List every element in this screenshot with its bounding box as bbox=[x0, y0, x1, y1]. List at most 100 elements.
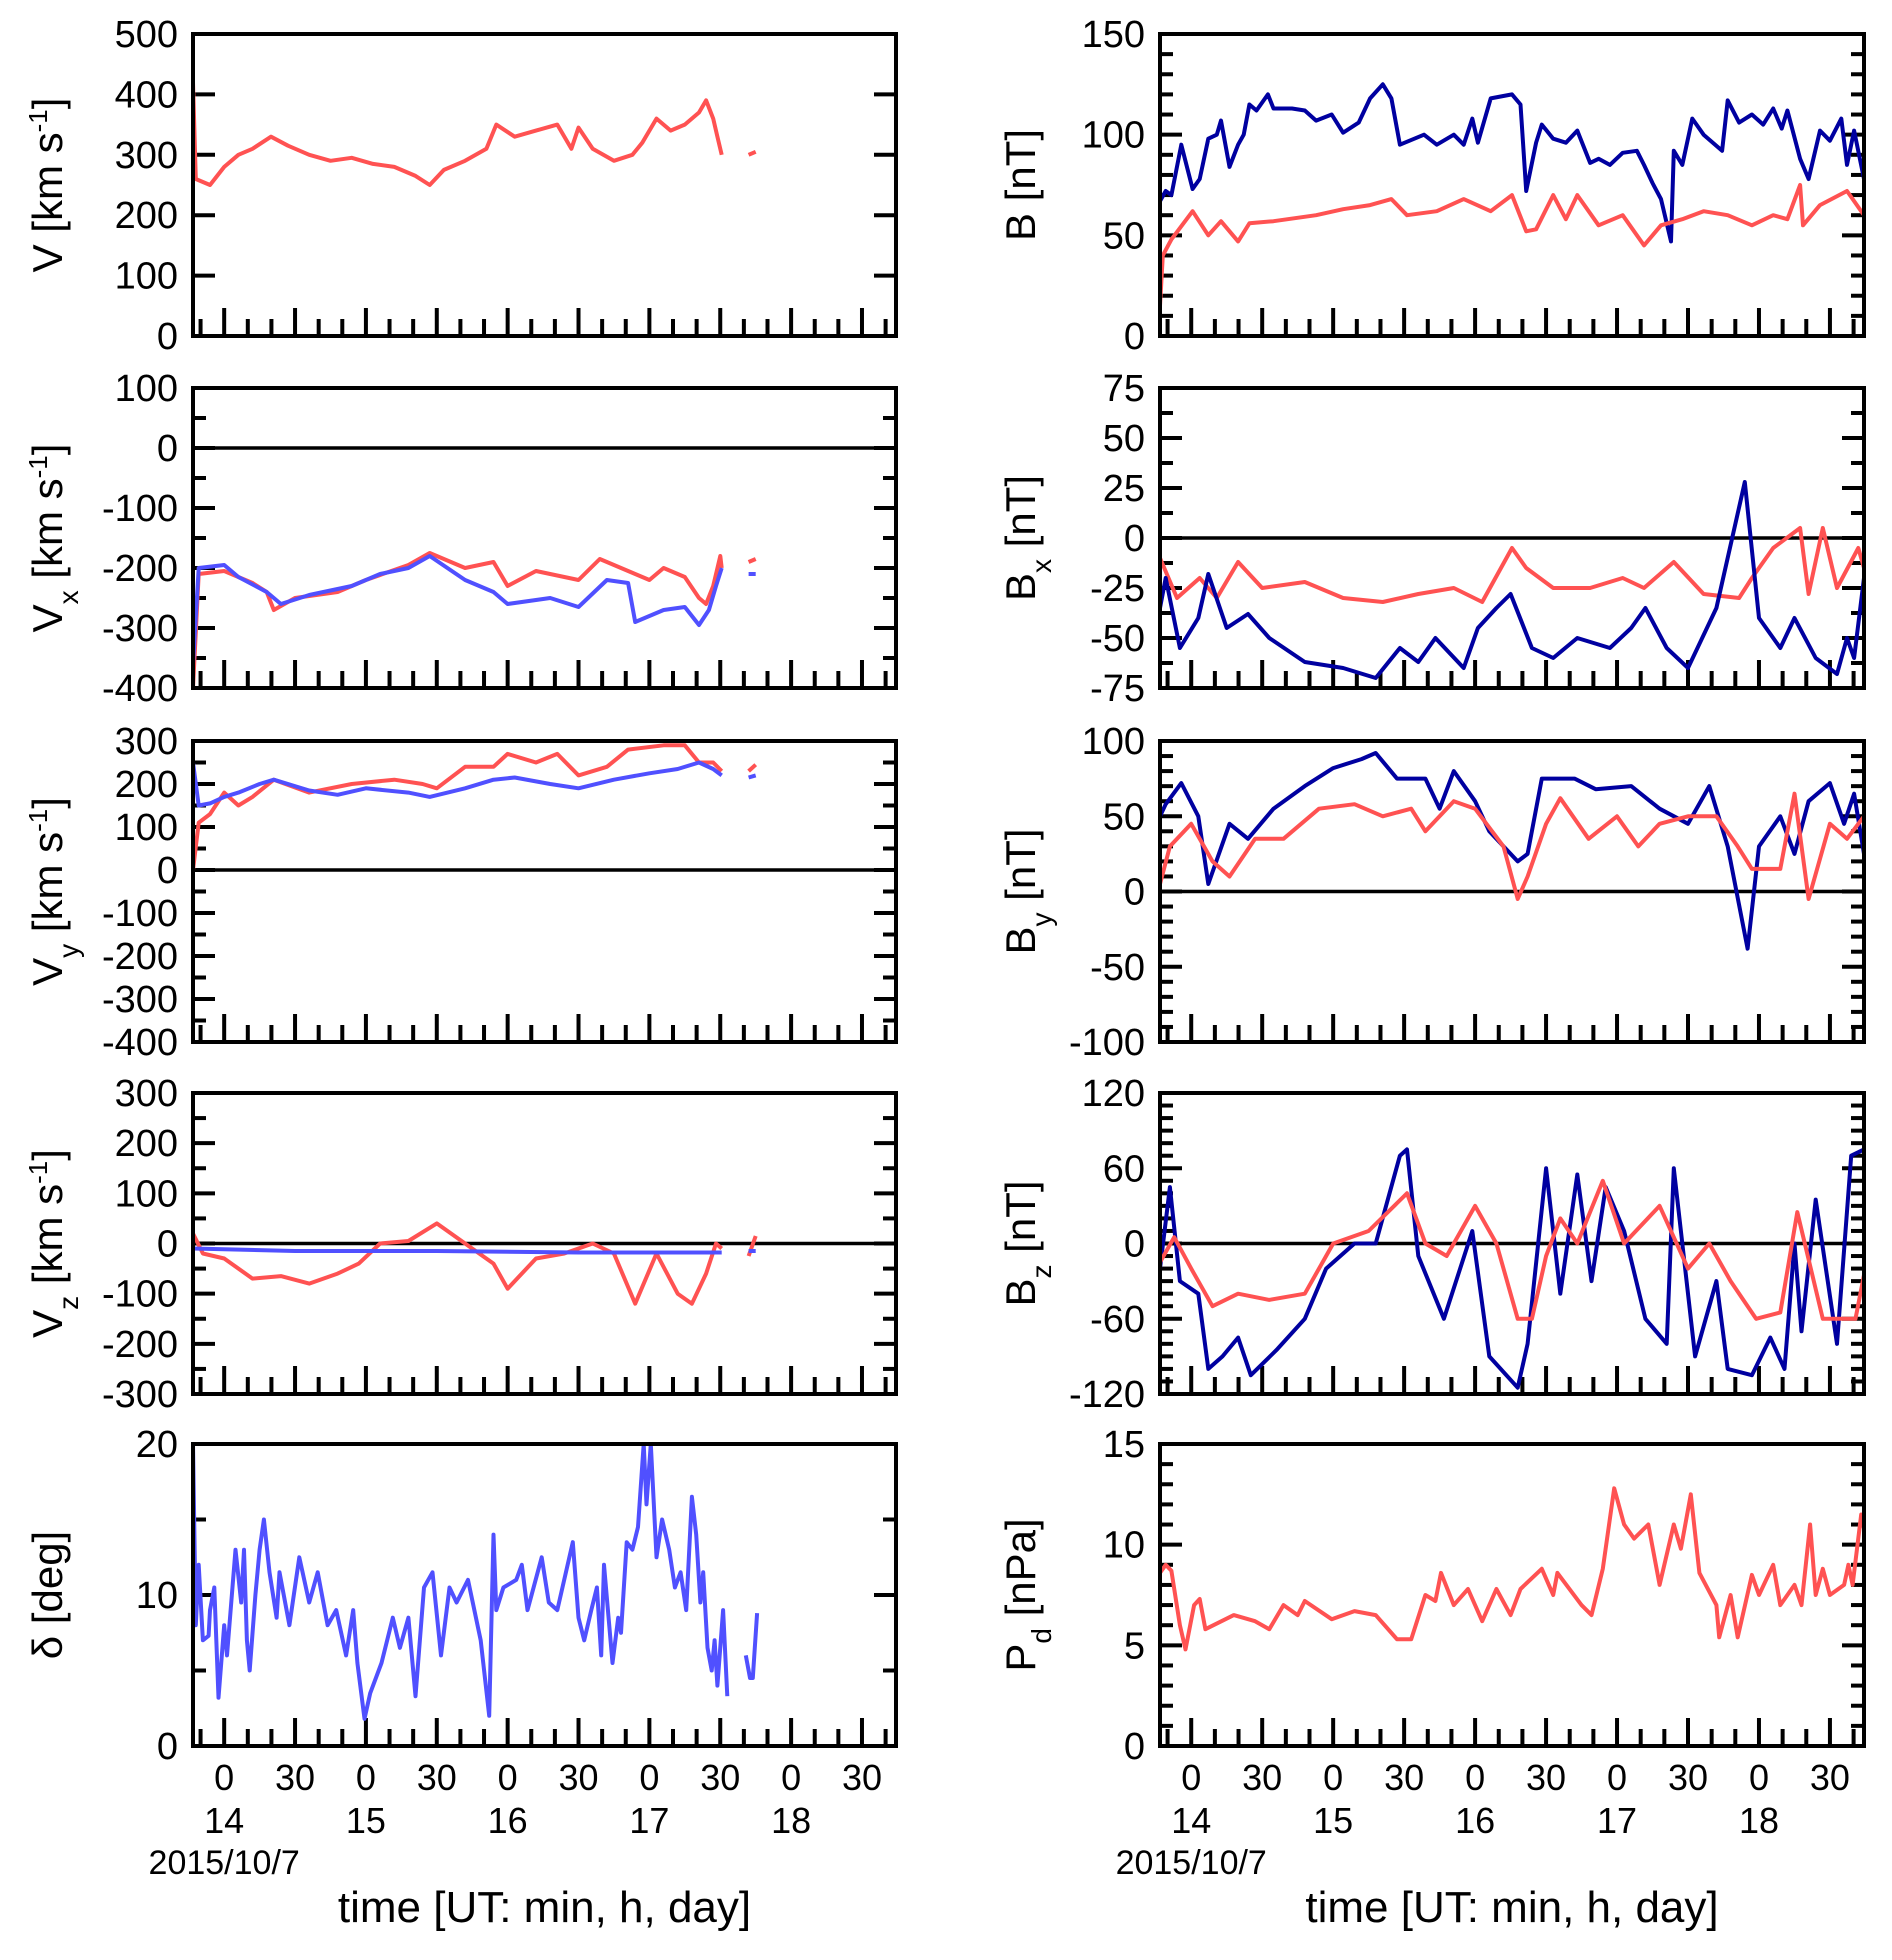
y-tick-label: 0 bbox=[1124, 872, 1145, 914]
panel-by: -100 -50 0 50 100 By [nT] bbox=[997, 721, 1866, 1064]
plot-frame bbox=[1158, 386, 1866, 690]
panel-pd: 0 5 10 15 Pd [nPa] 0 30 0 30 0 30 0 30 0 30 14 15 16 17 18 2… bbox=[997, 1424, 1866, 1932]
y-label-close: ] bbox=[997, 129, 1044, 141]
y-tick-label: 0 bbox=[1124, 316, 1145, 358]
x-tick-label-minute: 30 bbox=[275, 1757, 315, 1798]
y-tick-label: -25 bbox=[1090, 568, 1145, 610]
y-label-close: ] bbox=[997, 1180, 1044, 1192]
y-axis-label: Pd [nPa] bbox=[997, 1518, 1057, 1671]
x-tick-label-minute: 30 bbox=[1384, 1757, 1424, 1798]
y-label-base: B bbox=[997, 573, 1044, 601]
x-tick-label-hour: 17 bbox=[629, 1800, 669, 1841]
y-tick-label: 300 bbox=[115, 135, 178, 177]
y-tick-label: 400 bbox=[115, 74, 178, 116]
y-axis-label: Bz [nT] bbox=[997, 1180, 1057, 1306]
series-line-by-navy bbox=[1160, 751, 1864, 951]
y-label-close: ] bbox=[24, 444, 71, 456]
y-tick-label: 50 bbox=[1103, 215, 1145, 257]
y-tick-label: 25 bbox=[1103, 468, 1145, 510]
y-label-subscript: d bbox=[1026, 1628, 1057, 1644]
plot-frame bbox=[191, 1442, 898, 1748]
y-axis-label: By [nT] bbox=[997, 828, 1057, 954]
y-tick-label: 120 bbox=[1082, 1073, 1145, 1115]
series-line-vy-red bbox=[193, 743, 758, 871]
y-label-base: δ bbox=[24, 1636, 71, 1659]
y-label-base: B bbox=[997, 1279, 1044, 1307]
plot-frame bbox=[1158, 32, 1866, 338]
y-label-unit: [nT bbox=[997, 487, 1044, 559]
x-tick-label-minute: 30 bbox=[1810, 1757, 1850, 1798]
y-tick-label: 60 bbox=[1103, 1148, 1145, 1190]
y-label-close: ] bbox=[997, 475, 1044, 487]
y-tick-label: 0 bbox=[157, 428, 178, 470]
y-label-base: P bbox=[997, 1644, 1044, 1672]
y-tick-label: 0 bbox=[157, 1224, 178, 1266]
y-label-close: ] bbox=[24, 1531, 71, 1543]
x-tick-label-hour: 17 bbox=[1597, 1800, 1637, 1841]
plot-frame bbox=[1158, 1442, 1866, 1748]
y-tick-label: 100 bbox=[1082, 721, 1145, 763]
y-label-unit: [nT bbox=[997, 141, 1044, 213]
x-tick-label-hour: 16 bbox=[1455, 1800, 1495, 1841]
x-tick-label-minute: 0 bbox=[498, 1757, 518, 1798]
x-tick-label-hour: 15 bbox=[1313, 1800, 1353, 1841]
y-tick-label: -200 bbox=[102, 548, 178, 590]
y-label-base: V bbox=[24, 1310, 71, 1338]
series-line-vy-blue bbox=[193, 760, 757, 808]
y-label-base: B bbox=[997, 213, 1044, 241]
y-tick-label: 0 bbox=[1124, 518, 1145, 560]
y-tick-label: -100 bbox=[102, 1274, 178, 1316]
y-label-unit: [km s bbox=[24, 1184, 71, 1296]
series-line-pd-red bbox=[1160, 1486, 1864, 1652]
plot-frame bbox=[1158, 1091, 1866, 1396]
y-label-unit: [km s bbox=[24, 132, 71, 244]
x-axis-date: 2015/10/7 bbox=[1116, 1844, 1267, 1882]
series-line-vx-red bbox=[193, 551, 757, 688]
series-line-bx-red bbox=[1160, 526, 1864, 604]
y-tick-label: 150 bbox=[1082, 14, 1145, 56]
y-tick-label: -200 bbox=[102, 936, 178, 978]
y-tick-label: -300 bbox=[102, 979, 178, 1021]
y-tick-label: 100 bbox=[115, 256, 178, 298]
y-label-subscript: x bbox=[53, 590, 84, 604]
y-axis-label: Vy [km s-1] bbox=[23, 797, 84, 986]
y-tick-label: 500 bbox=[115, 14, 178, 56]
y-label-base: V bbox=[24, 244, 71, 272]
y-tick-label: 0 bbox=[1124, 1726, 1145, 1768]
y-tick-label: 300 bbox=[115, 721, 178, 763]
y-tick-label: -300 bbox=[102, 1374, 178, 1416]
x-tick-label-hour: 16 bbox=[488, 1800, 528, 1841]
y-label-unit: [nT bbox=[997, 840, 1044, 912]
y-tick-label: 100 bbox=[1082, 115, 1145, 157]
y-axis-label: Vx [km s-1] bbox=[23, 444, 84, 633]
panel-bz: -120 -60 0 60 120 Bz [nT] bbox=[997, 1073, 1866, 1416]
y-label-close: ] bbox=[997, 1518, 1044, 1530]
y-label-unit: [km s bbox=[24, 832, 71, 944]
y-tick-label: 200 bbox=[115, 1123, 178, 1165]
y-tick-label: 5 bbox=[1124, 1625, 1145, 1667]
x-tick-label-minute: 0 bbox=[781, 1757, 801, 1798]
plot-frame bbox=[1158, 739, 1866, 1044]
y-tick-label: 100 bbox=[115, 807, 178, 849]
y-label-unit: [nPa bbox=[997, 1529, 1044, 1628]
x-tick-label-minute: 30 bbox=[1526, 1757, 1566, 1798]
y-label-unit: [km s bbox=[24, 478, 71, 590]
y-label-base: V bbox=[24, 604, 71, 632]
y-tick-label: 10 bbox=[1103, 1525, 1145, 1567]
series-line-bz-red bbox=[1160, 1178, 1864, 1321]
y-label-superscript: -1 bbox=[23, 455, 53, 478]
y-label-close: ] bbox=[24, 797, 71, 809]
y-label-base: B bbox=[997, 927, 1044, 955]
series-line-b-red bbox=[1160, 183, 1864, 306]
y-tick-label: 200 bbox=[115, 195, 178, 237]
y-tick-label: 0 bbox=[157, 850, 178, 892]
panel-b: 0 50 100 150 B [nT] bbox=[997, 14, 1866, 358]
y-tick-label: -400 bbox=[102, 1022, 178, 1064]
x-tick-label-hour: 14 bbox=[204, 1800, 244, 1841]
y-tick-label: -60 bbox=[1090, 1299, 1145, 1341]
series-line-delta-blue bbox=[193, 1444, 760, 1721]
y-label-unit: [nT bbox=[997, 1192, 1044, 1264]
y-label-subscript: z bbox=[53, 1296, 84, 1310]
x-tick-label-minute: 0 bbox=[356, 1757, 376, 1798]
